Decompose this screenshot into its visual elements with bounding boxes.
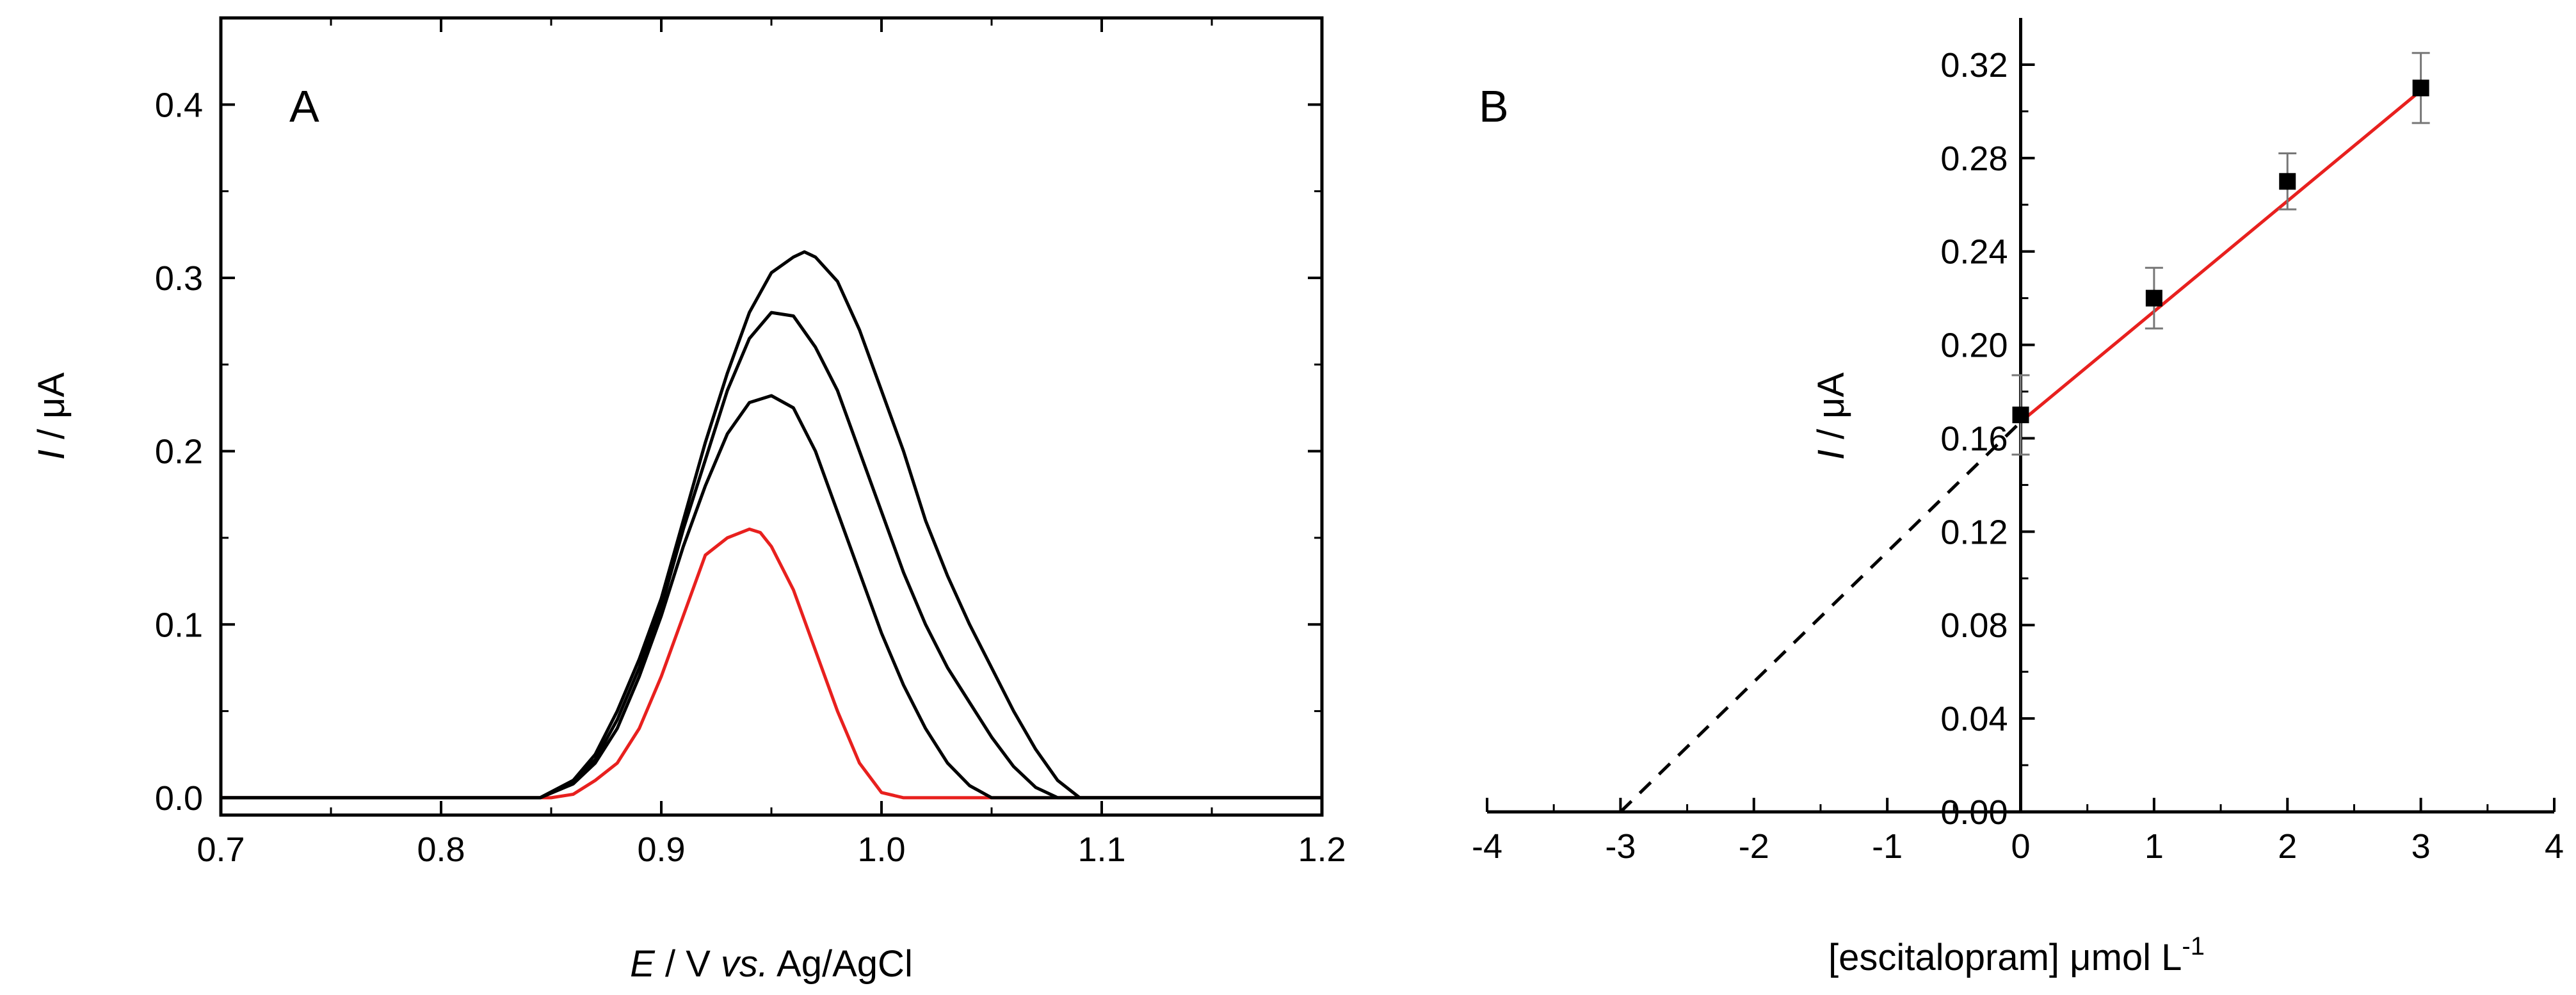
panel-a-label: A <box>289 81 319 131</box>
a-x-tick-label: 0.9 <box>637 830 685 869</box>
b-x-tick-label: -2 <box>1739 827 1769 866</box>
panel-b-y-axis-title: I / μA <box>1810 372 1852 460</box>
b-y-tick-label: 0.08 <box>1940 606 2008 645</box>
a-x-tick-label: 0.8 <box>417 830 465 869</box>
panel-b-label: B <box>1479 81 1509 131</box>
x-var: E <box>630 943 656 985</box>
a-y-tick-label: 0.4 <box>155 86 203 124</box>
b-y-tick-label: 0.28 <box>1940 140 2008 178</box>
b-y-tick-label: 0.32 <box>1940 46 2008 85</box>
a-x-tick-label: 0.7 <box>197 830 245 869</box>
b-data-point <box>2012 407 2029 423</box>
y-var: I <box>31 449 72 460</box>
a-y-tick-label: 0.2 <box>155 433 203 471</box>
a-y-tick-label: 0.0 <box>155 779 203 818</box>
yb-var: I <box>1810 449 1852 460</box>
panel-b: B -4 -3 -2 -1 0 1 2 3 4 0.00 0.04 0.08 0.12 0.16 0.20 0… <box>1472 18 2564 978</box>
b-data-point <box>2412 79 2429 97</box>
voltammogram-line-1 <box>221 394 1322 800</box>
panel-a-x-axis-title: E / V vs. Ag/AgCl <box>630 943 913 985</box>
panel-b-data <box>1619 52 2430 813</box>
b-y-tick-label: 0.04 <box>1940 700 2008 738</box>
b-data-point <box>2279 173 2296 190</box>
b-extrapolation-line <box>1619 421 2022 813</box>
panel-b-ticks: -4 -3 -2 -1 0 1 2 3 4 0.00 0.04 0.08 0.12 0.16 0.20 0.2… <box>1472 46 2564 866</box>
panel-a: A 0.7 0.8 0.9 1.0 1.1 1.2 0.0 0.1 0.2 0.3 0.4 E / … <box>31 16 1346 985</box>
panel-a-ticks: 0.7 0.8 0.9 1.0 1.1 1.2 0.0 0.1 0.2 0.3 0.4 <box>155 18 1346 869</box>
a-y-tick-label: 0.3 <box>155 259 203 298</box>
voltammogram-line-3 <box>221 250 1322 800</box>
voltammogram-line-0 <box>221 527 1322 800</box>
panel-a-series <box>221 250 1322 800</box>
b-y-tick-label: 0.20 <box>1940 327 2008 365</box>
b-x-tick-label: 4 <box>2545 827 2564 866</box>
panel-a-y-axis-title: I / μA <box>31 372 72 460</box>
xb-sup: -1 <box>2182 932 2205 960</box>
x-ref: Ag/AgCl <box>768 943 913 985</box>
b-y-tick-label: 0.00 <box>1940 793 2008 832</box>
panel-a-frame <box>219 16 1324 817</box>
b-data-point <box>2145 289 2162 307</box>
a-x-tick-label: 1.2 <box>1298 830 1346 869</box>
x-unit: / V <box>655 943 721 985</box>
b-fit-line <box>2019 89 2422 423</box>
x-vs: vs. <box>721 943 768 985</box>
a-x-tick-label: 1.0 <box>857 830 905 869</box>
b-x-tick-label: 3 <box>2411 827 2431 866</box>
b-y-tick-label: 0.24 <box>1940 233 2008 271</box>
a-y-tick-label: 0.1 <box>155 606 203 644</box>
b-x-tick-label: 2 <box>2278 827 2297 866</box>
panel-b-x-axis-title: [escitalopram] μmol L-1 <box>1828 932 2205 978</box>
y-unit: / μA <box>31 372 72 449</box>
xb-text: [escitalopram] μmol L <box>1828 937 2182 978</box>
yb-unit: / μA <box>1810 372 1852 449</box>
b-x-tick-label: 0 <box>2011 827 2030 866</box>
b-y-tick-label: 0.12 <box>1940 513 2008 551</box>
a-x-tick-label: 1.1 <box>1077 830 1125 869</box>
b-x-tick-label: -1 <box>1872 827 1903 866</box>
b-x-tick-label: -4 <box>1472 827 1502 866</box>
b-x-tick-label: -3 <box>1605 827 1636 866</box>
b-y-tick-label: 0.16 <box>1940 419 2008 458</box>
b-x-tick-label: 1 <box>2145 827 2164 866</box>
voltammogram-line-2 <box>221 311 1322 800</box>
